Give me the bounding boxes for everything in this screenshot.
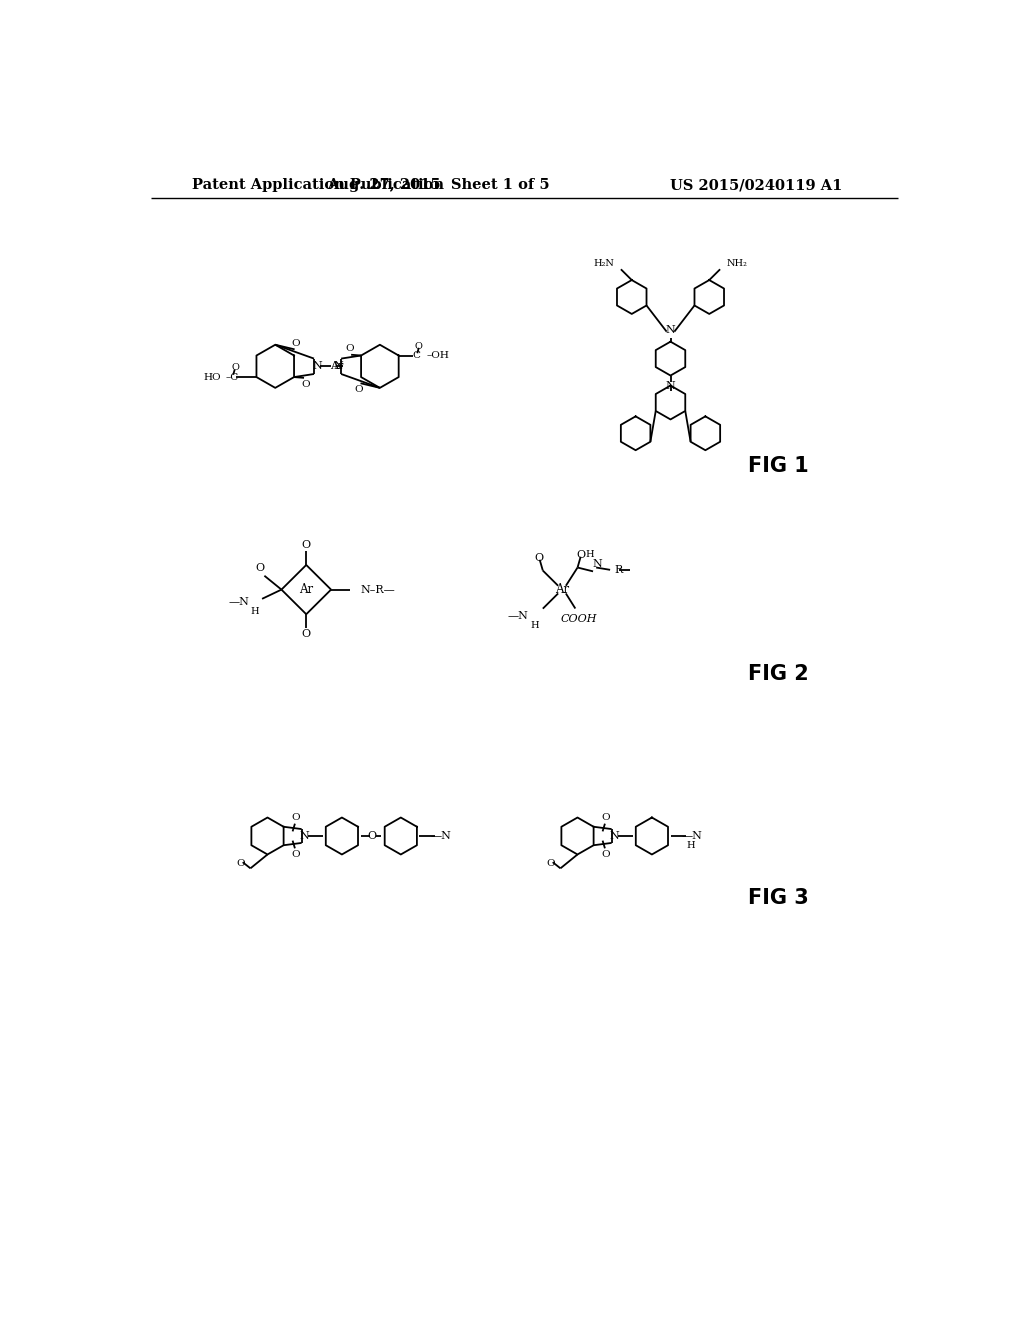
Text: R: R xyxy=(614,565,623,574)
Text: N: N xyxy=(610,832,620,841)
Text: O: O xyxy=(535,553,544,564)
Text: Patent Application Publication: Patent Application Publication xyxy=(191,178,443,193)
Text: O: O xyxy=(231,363,240,372)
Text: C: C xyxy=(413,351,421,360)
Text: O: O xyxy=(292,339,300,347)
Text: H: H xyxy=(586,550,594,558)
Text: O: O xyxy=(415,342,423,351)
Text: US 2015/0240119 A1: US 2015/0240119 A1 xyxy=(671,178,843,193)
Text: HO: HO xyxy=(204,372,221,381)
Text: N–R—: N–R— xyxy=(360,585,395,594)
Text: FIG 2: FIG 2 xyxy=(748,664,809,684)
Text: O: O xyxy=(601,850,610,859)
Text: –C: –C xyxy=(226,372,239,381)
Text: O: O xyxy=(255,564,264,573)
Text: Aug. 27, 2015  Sheet 1 of 5: Aug. 27, 2015 Sheet 1 of 5 xyxy=(327,178,549,193)
Text: H: H xyxy=(686,841,695,850)
Text: —N: —N xyxy=(508,611,528,622)
Text: N: N xyxy=(333,362,343,371)
Text: O: O xyxy=(302,630,311,639)
Text: O: O xyxy=(547,859,555,869)
Text: O: O xyxy=(577,550,586,560)
Text: —N: —N xyxy=(228,597,249,607)
Text: O: O xyxy=(301,380,310,388)
Text: O: O xyxy=(601,813,610,822)
Text: O: O xyxy=(345,345,354,352)
Text: H: H xyxy=(530,622,540,630)
Text: N: N xyxy=(593,558,602,569)
Text: N: N xyxy=(666,325,676,335)
Text: –OH: –OH xyxy=(427,351,450,360)
Text: O: O xyxy=(237,859,246,869)
Text: Ar: Ar xyxy=(299,583,313,597)
Text: —N: —N xyxy=(431,832,452,841)
Text: O: O xyxy=(368,832,377,841)
Text: N: N xyxy=(312,362,322,371)
Text: Ar: Ar xyxy=(331,362,344,371)
Text: NH₂: NH₂ xyxy=(726,259,748,268)
Text: FIG 1: FIG 1 xyxy=(748,457,809,477)
Text: O: O xyxy=(354,385,364,393)
Text: H₂N: H₂N xyxy=(594,259,614,268)
Text: Ar: Ar xyxy=(555,583,569,597)
Text: O: O xyxy=(302,540,311,550)
Text: H: H xyxy=(250,607,259,615)
Text: COOH: COOH xyxy=(560,614,597,624)
Text: O: O xyxy=(292,813,300,822)
Text: FIG 3: FIG 3 xyxy=(748,887,809,908)
Text: O: O xyxy=(292,850,300,859)
Text: —N: —N xyxy=(682,832,702,841)
Text: N: N xyxy=(300,832,309,841)
Text: N: N xyxy=(666,381,676,391)
